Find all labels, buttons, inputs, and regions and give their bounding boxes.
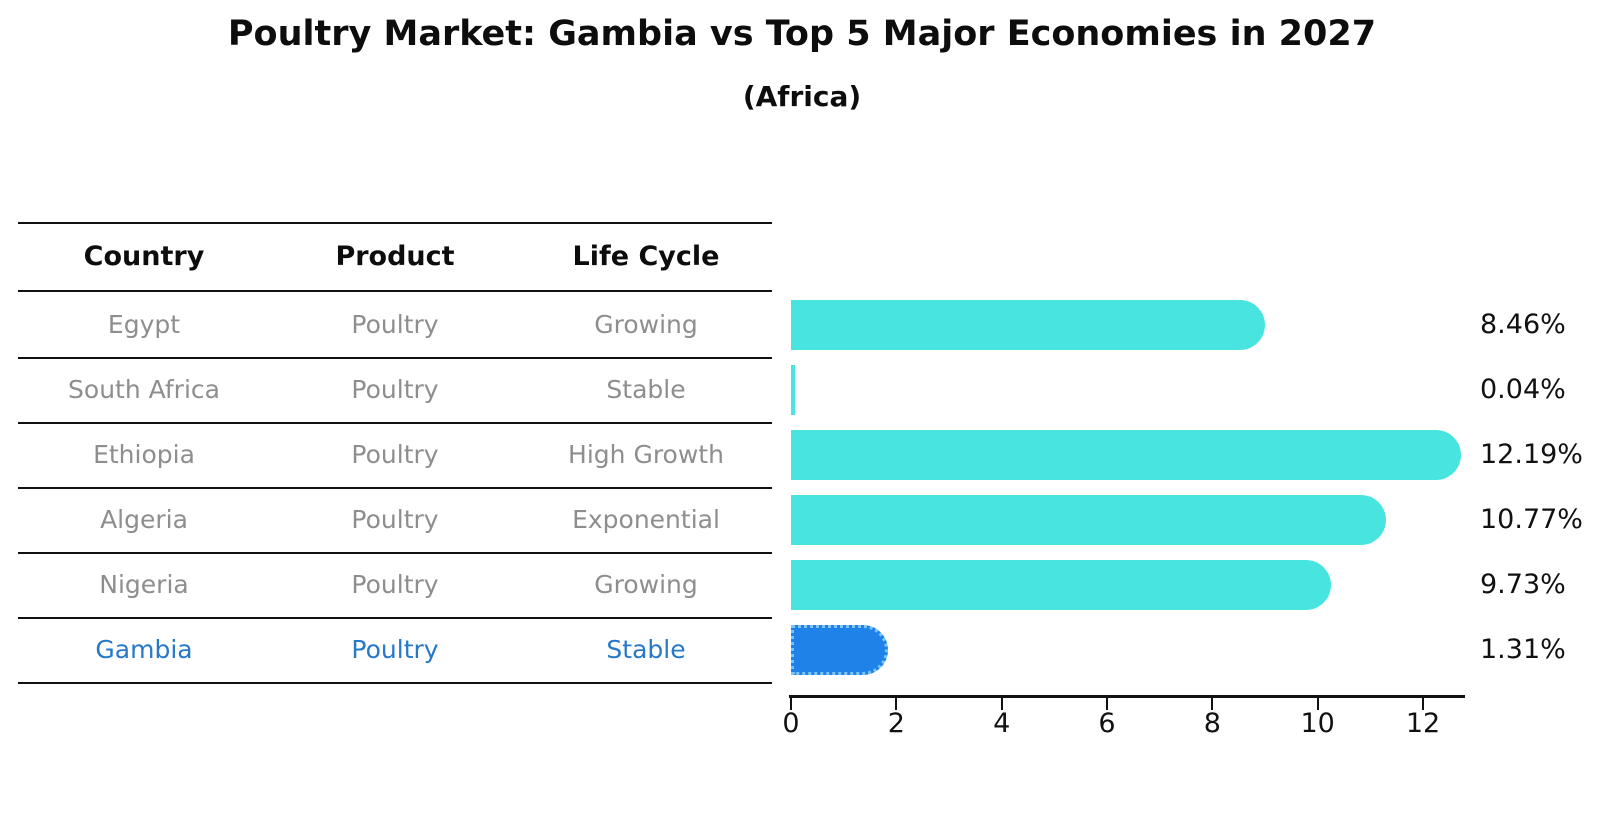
cell-product: Poultry (351, 570, 439, 599)
x-axis-line (789, 695, 1465, 698)
row-divider (18, 357, 772, 359)
cell-country: Nigeria (99, 570, 189, 599)
x-tick-mark (1211, 698, 1214, 710)
bar-nigeria (791, 559, 1332, 610)
cell-country: Egypt (107, 310, 181, 339)
column-header-country: Country (83, 241, 205, 272)
cell-product: Poultry (351, 310, 439, 339)
x-tick-mark (1106, 698, 1109, 710)
cell-product: Poultry (351, 505, 439, 534)
cell-life-cycle: High Growth (568, 440, 724, 469)
table-top-border (18, 222, 772, 224)
row-divider (18, 682, 772, 684)
x-tick-label: 12 (1405, 708, 1441, 739)
cell-life-cycle: Stable (606, 375, 686, 404)
bar-ethiopia (791, 429, 1462, 480)
row-divider (18, 487, 772, 489)
table-row: Algeria Poultry Exponential (0, 487, 1604, 552)
x-tick-label: 2 (887, 708, 905, 739)
row-divider (18, 552, 772, 554)
table-row: Nigeria Poultry Growing (0, 552, 1604, 617)
x-tick-label: 4 (993, 708, 1011, 739)
cell-country: Algeria (100, 505, 188, 534)
bar-egypt (791, 299, 1265, 350)
value-label: 1.31% (1480, 634, 1566, 665)
x-tick-label: 8 (1203, 708, 1221, 739)
x-tick-label: 6 (1098, 708, 1116, 739)
x-tick-mark (1000, 698, 1003, 710)
x-tick-mark (895, 698, 898, 710)
cell-product: Poultry (351, 375, 439, 404)
x-tick-label: 0 (782, 708, 800, 739)
cell-product: Poultry (351, 635, 439, 664)
bar-algeria (791, 494, 1387, 545)
cell-life-cycle: Growing (594, 310, 698, 339)
table-header-border (18, 290, 772, 292)
column-header-life-cycle: Life Cycle (572, 241, 720, 272)
bar-south-africa (791, 364, 795, 415)
column-header-product: Product (335, 241, 455, 272)
cell-country: Gambia (95, 635, 193, 664)
row-divider (18, 617, 772, 619)
chart-title: Poultry Market: Gambia vs Top 5 Major Ec… (227, 14, 1377, 54)
value-label: 8.46% (1480, 309, 1566, 340)
value-label: 12.19% (1480, 439, 1583, 470)
cell-country: Ethiopia (93, 440, 195, 469)
chart-subtitle: (Africa) (742, 80, 862, 113)
cell-life-cycle: Growing (594, 570, 698, 599)
x-tick-mark (1316, 698, 1319, 710)
cell-life-cycle: Stable (606, 635, 686, 664)
cell-product: Poultry (351, 440, 439, 469)
table-row: Egypt Poultry Growing (0, 292, 1604, 357)
table-row: Ethiopia Poultry High Growth (0, 422, 1604, 487)
cell-country: South Africa (68, 375, 220, 404)
bar-gambia (791, 624, 888, 675)
value-label: 10.77% (1480, 504, 1583, 535)
x-tick-label: 10 (1300, 708, 1335, 739)
value-label: 9.73% (1480, 569, 1566, 600)
table-row: South Africa Poultry Stable (0, 357, 1604, 422)
table-row: Gambia Poultry Stable (0, 617, 1604, 682)
cell-life-cycle: Exponential (572, 505, 720, 534)
x-tick-mark (790, 698, 792, 710)
row-divider (18, 422, 772, 424)
value-label: 0.04% (1480, 374, 1566, 405)
x-tick-mark (1422, 698, 1425, 710)
table-header-row: Country Product Life Cycle (0, 222, 1604, 292)
